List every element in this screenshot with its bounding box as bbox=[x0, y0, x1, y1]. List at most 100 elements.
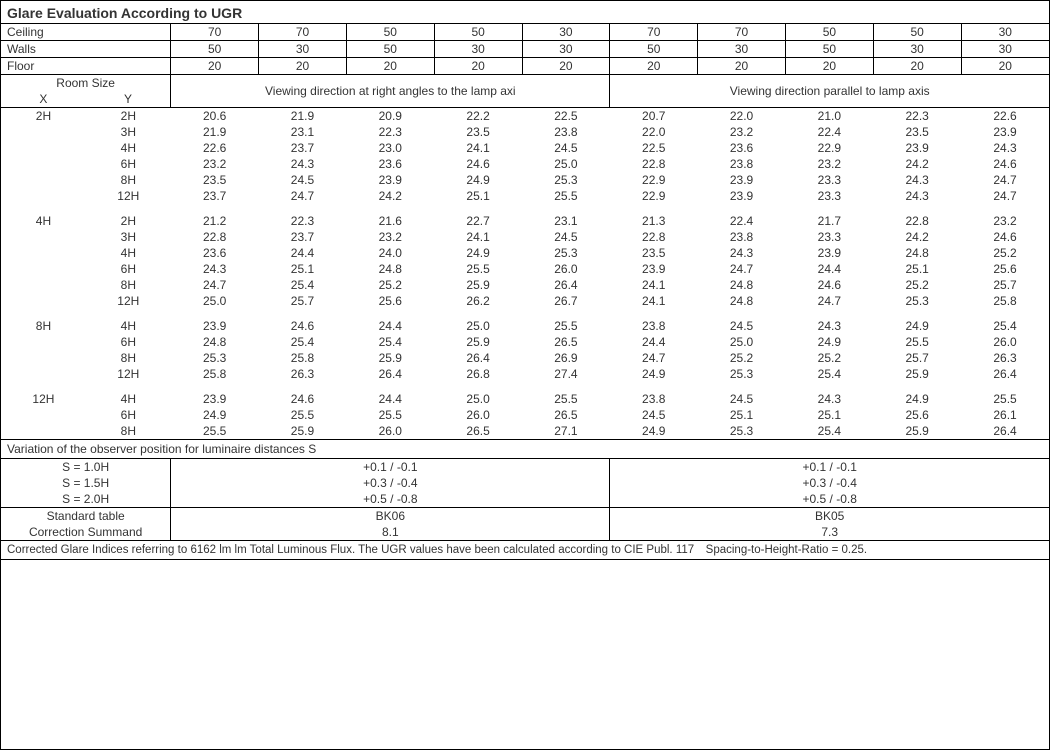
data-cell: 23.5 bbox=[873, 124, 961, 140]
data-cell: 25.7 bbox=[873, 350, 961, 366]
data-cell: 26.3 bbox=[259, 366, 347, 382]
x-cell bbox=[1, 156, 86, 172]
data-cell: 23.8 bbox=[522, 124, 610, 140]
data-cell: 27.4 bbox=[522, 366, 610, 382]
data-cell: 25.8 bbox=[171, 366, 259, 382]
data-cell: 25.2 bbox=[961, 245, 1049, 261]
data-cell: 22.6 bbox=[961, 108, 1049, 124]
data-cell: 24.9 bbox=[171, 407, 259, 423]
standard-table: Standard tableBK06BK05Correction Summand… bbox=[1, 508, 1049, 541]
data-cell: 26.5 bbox=[522, 334, 610, 350]
header-cell: 30 bbox=[961, 24, 1049, 41]
data-cell: 22.9 bbox=[610, 172, 698, 188]
data-cell: 24.8 bbox=[171, 334, 259, 350]
x-cell bbox=[1, 423, 86, 440]
data-cell: 23.3 bbox=[785, 229, 873, 245]
y-cell: 12H bbox=[86, 366, 171, 382]
x-cell bbox=[1, 261, 86, 277]
data-cell: 23.1 bbox=[522, 204, 610, 229]
y-heading: Y bbox=[86, 91, 171, 108]
data-cell: 25.4 bbox=[785, 423, 873, 440]
header-row-label: Floor bbox=[1, 58, 171, 75]
y-cell: 8H bbox=[86, 423, 171, 440]
data-cell: 25.1 bbox=[698, 407, 786, 423]
ugr-table-panel: Glare Evaluation According to UGR Ceilin… bbox=[0, 0, 1050, 750]
standard-right: BK05 bbox=[610, 508, 1049, 524]
data-cell: 21.2 bbox=[171, 204, 259, 229]
data-cell: 26.0 bbox=[522, 261, 610, 277]
header-cell: 20 bbox=[259, 58, 347, 75]
data-cell: 24.8 bbox=[698, 293, 786, 309]
y-cell: 6H bbox=[86, 156, 171, 172]
data-cell: 25.4 bbox=[259, 334, 347, 350]
data-cell: 23.8 bbox=[698, 229, 786, 245]
data-cell: 25.9 bbox=[346, 350, 434, 366]
header-cell: 20 bbox=[171, 58, 259, 75]
header-cell: 50 bbox=[873, 24, 961, 41]
data-cell: 25.3 bbox=[522, 172, 610, 188]
y-cell: 8H bbox=[86, 277, 171, 293]
y-cell: 6H bbox=[86, 407, 171, 423]
data-cell: 25.1 bbox=[259, 261, 347, 277]
data-cell: 21.0 bbox=[785, 108, 873, 124]
variation-label: S = 1.5H bbox=[1, 475, 171, 491]
table-header: Ceiling70705050307070505030Walls50305030… bbox=[1, 24, 1049, 75]
data-cell: 23.7 bbox=[171, 188, 259, 204]
header-cell: 30 bbox=[522, 41, 610, 58]
header-cell: 70 bbox=[610, 24, 698, 41]
y-cell: 3H bbox=[86, 124, 171, 140]
header-cell: 30 bbox=[522, 24, 610, 41]
data-cell: 20.7 bbox=[610, 108, 698, 124]
data-cell: 25.5 bbox=[961, 382, 1049, 407]
variation-left: +0.5 / -0.8 bbox=[171, 491, 610, 508]
data-cell: 22.0 bbox=[610, 124, 698, 140]
x-cell bbox=[1, 334, 86, 350]
data-cell: 23.9 bbox=[785, 245, 873, 261]
data-cell: 23.3 bbox=[785, 188, 873, 204]
header-cell: 30 bbox=[434, 41, 522, 58]
room-size-label: Room Size bbox=[1, 75, 171, 91]
data-cell: 24.5 bbox=[522, 229, 610, 245]
data-cell: 25.4 bbox=[259, 277, 347, 293]
standard-label: Correction Summand bbox=[1, 524, 171, 541]
data-cell: 25.5 bbox=[259, 407, 347, 423]
data-cell: 24.0 bbox=[346, 245, 434, 261]
data-cell: 25.7 bbox=[259, 293, 347, 309]
data-cell: 24.9 bbox=[434, 172, 522, 188]
data-cell: 23.5 bbox=[610, 245, 698, 261]
data-cell: 26.0 bbox=[961, 334, 1049, 350]
data-cell: 21.3 bbox=[610, 204, 698, 229]
data-cell: 26.0 bbox=[346, 423, 434, 440]
header-cell: 20 bbox=[522, 58, 610, 75]
data-cell: 21.7 bbox=[785, 204, 873, 229]
x-cell bbox=[1, 277, 86, 293]
data-cell: 23.8 bbox=[610, 382, 698, 407]
data-cell: 25.6 bbox=[346, 293, 434, 309]
data-cell: 25.9 bbox=[873, 423, 961, 440]
data-cell: 25.3 bbox=[698, 366, 786, 382]
data-cell: 24.6 bbox=[434, 156, 522, 172]
data-cell: 25.0 bbox=[171, 293, 259, 309]
header-cell: 70 bbox=[259, 24, 347, 41]
variation-right: +0.3 / -0.4 bbox=[610, 475, 1049, 491]
panel-title: Glare Evaluation According to UGR bbox=[1, 1, 1049, 24]
data-cell: 25.8 bbox=[259, 350, 347, 366]
data-cell: 22.7 bbox=[434, 204, 522, 229]
y-cell: 4H bbox=[86, 309, 171, 334]
data-cell: 23.5 bbox=[434, 124, 522, 140]
variation-label: S = 2.0H bbox=[1, 491, 171, 508]
data-cell: 25.0 bbox=[698, 334, 786, 350]
variation-label: S = 1.0H bbox=[1, 459, 171, 475]
y-cell: 12H bbox=[86, 293, 171, 309]
data-cell: 27.1 bbox=[522, 423, 610, 440]
data-cell: 26.4 bbox=[434, 350, 522, 366]
data-cell: 24.4 bbox=[785, 261, 873, 277]
y-cell: 2H bbox=[86, 108, 171, 124]
header-cell: 20 bbox=[873, 58, 961, 75]
data-cell: 26.4 bbox=[346, 366, 434, 382]
header-cell: 70 bbox=[171, 24, 259, 41]
data-cell: 22.4 bbox=[698, 204, 786, 229]
data-cell: 24.3 bbox=[259, 156, 347, 172]
data-cell: 24.6 bbox=[961, 229, 1049, 245]
data-cell: 24.1 bbox=[434, 140, 522, 156]
